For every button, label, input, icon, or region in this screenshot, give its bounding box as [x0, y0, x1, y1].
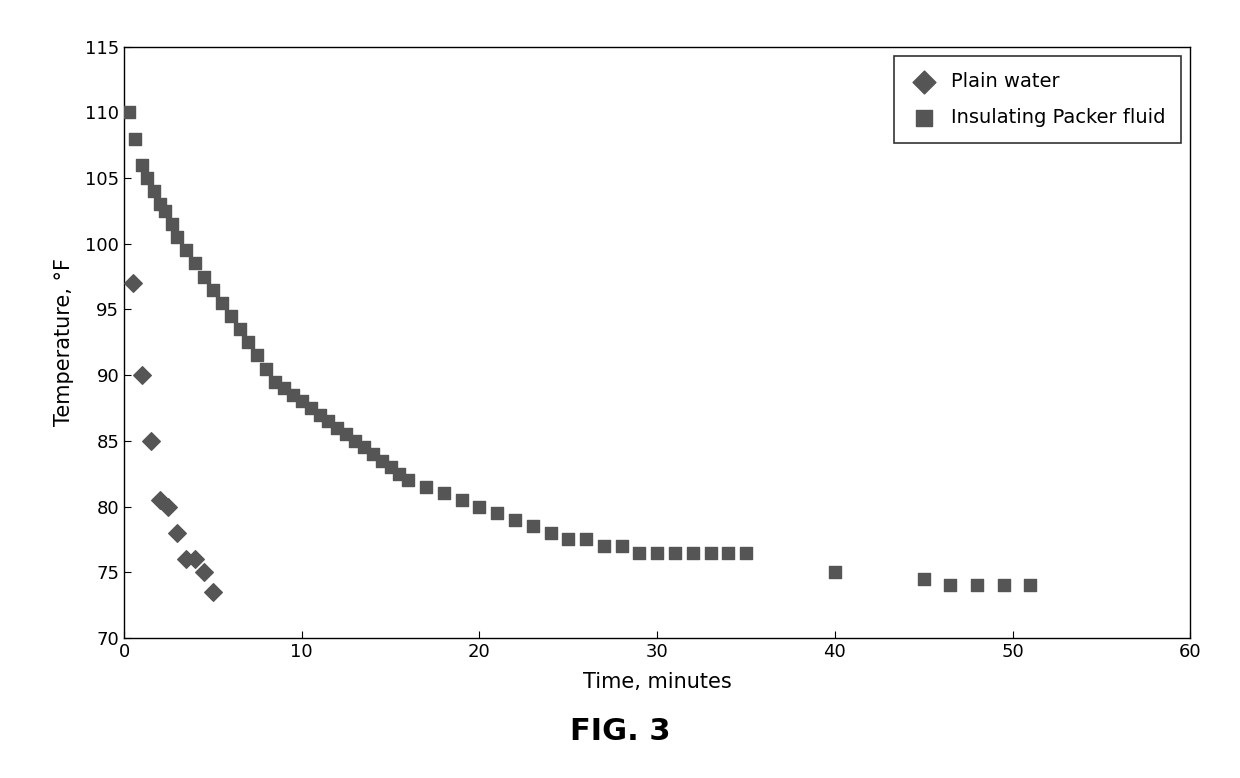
Insulating Packer fluid [221, 310, 241, 322]
Insulating Packer fluid [247, 349, 267, 362]
Insulating Packer fluid [737, 546, 756, 559]
Insulating Packer fluid [125, 132, 145, 145]
Plain water [167, 527, 187, 539]
Insulating Packer fluid [647, 546, 667, 559]
Insulating Packer fluid [389, 468, 409, 480]
Insulating Packer fluid [229, 323, 249, 335]
Insulating Packer fluid [630, 546, 650, 559]
Plain water [159, 500, 179, 513]
Insulating Packer fluid [155, 205, 175, 217]
Legend: Plain water, Insulating Packer fluid: Plain water, Insulating Packer fluid [894, 56, 1180, 143]
Insulating Packer fluid [138, 172, 157, 184]
Insulating Packer fluid [993, 579, 1013, 591]
Insulating Packer fluid [825, 566, 844, 579]
Insulating Packer fluid [470, 500, 490, 513]
Plain water [193, 566, 213, 579]
Insulating Packer fluid [1021, 579, 1040, 591]
Insulating Packer fluid [274, 382, 294, 394]
Insulating Packer fluid [257, 363, 277, 375]
Insulating Packer fluid [701, 546, 720, 559]
Insulating Packer fluid [363, 448, 383, 461]
Insulating Packer fluid [683, 546, 703, 559]
Insulating Packer fluid [718, 546, 738, 559]
Insulating Packer fluid [212, 296, 232, 309]
Insulating Packer fluid [665, 546, 684, 559]
Insulating Packer fluid [541, 527, 560, 539]
Plain water [185, 553, 205, 566]
Insulating Packer fluid [291, 395, 311, 408]
Plain water [176, 553, 196, 566]
X-axis label: Time, minutes: Time, minutes [583, 672, 732, 692]
Insulating Packer fluid [131, 159, 151, 171]
Y-axis label: Temperature, °F: Temperature, °F [53, 258, 73, 426]
Insulating Packer fluid [434, 487, 454, 499]
Insulating Packer fluid [265, 376, 285, 388]
Insulating Packer fluid [577, 533, 596, 545]
Insulating Packer fluid [144, 185, 164, 198]
Insulating Packer fluid [193, 271, 213, 283]
Insulating Packer fluid [162, 218, 182, 230]
Insulating Packer fluid [345, 435, 365, 447]
Insulating Packer fluid [185, 258, 205, 270]
Insulating Packer fluid [558, 533, 578, 545]
Insulating Packer fluid [353, 441, 373, 454]
Insulating Packer fluid [167, 231, 187, 244]
Insulating Packer fluid [336, 428, 356, 440]
Insulating Packer fluid [505, 513, 525, 526]
Insulating Packer fluid [238, 336, 258, 349]
Insulating Packer fluid [176, 244, 196, 257]
Insulating Packer fluid [381, 461, 401, 473]
Insulating Packer fluid [319, 415, 339, 427]
Insulating Packer fluid [967, 579, 987, 591]
Insulating Packer fluid [398, 474, 418, 486]
Insulating Packer fluid [283, 389, 303, 401]
Insulating Packer fluid [327, 422, 347, 434]
Insulating Packer fluid [487, 507, 507, 520]
Plain water [150, 494, 170, 506]
Insulating Packer fluid [451, 494, 471, 506]
Insulating Packer fluid [310, 408, 330, 421]
Plain water [203, 586, 223, 598]
Insulating Packer fluid [940, 579, 960, 591]
Insulating Packer fluid [914, 573, 934, 585]
Insulating Packer fluid [594, 540, 614, 552]
Plain water [140, 435, 161, 447]
Insulating Packer fluid [611, 540, 631, 552]
Insulating Packer fluid [417, 481, 436, 493]
Plain water [123, 277, 143, 289]
Insulating Packer fluid [150, 198, 170, 211]
Text: FIG. 3: FIG. 3 [569, 717, 671, 746]
Insulating Packer fluid [300, 401, 320, 414]
Insulating Packer fluid [119, 106, 139, 118]
Insulating Packer fluid [372, 454, 392, 467]
Insulating Packer fluid [523, 520, 543, 532]
Insulating Packer fluid [203, 283, 223, 296]
Plain water [131, 369, 151, 381]
